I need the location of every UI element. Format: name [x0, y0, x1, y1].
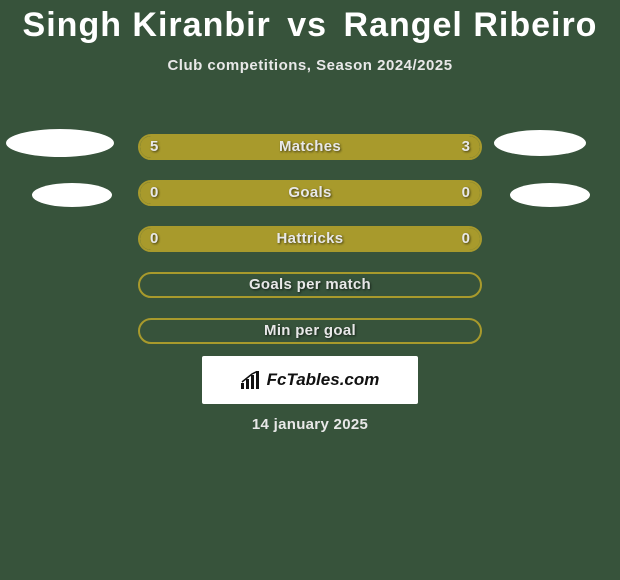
bar-chart-icon [241, 371, 263, 389]
stat-bar-fill-left [140, 136, 355, 158]
stat-bar-fill-right [351, 136, 480, 158]
subtitle: Club competitions, Season 2024/2025 [0, 57, 620, 74]
stat-rows: Matches53Goals00Hattricks00Goals per mat… [0, 124, 620, 354]
stat-value-right: 0 [462, 226, 470, 252]
logo-inner: FcTables.com [241, 370, 380, 390]
stat-row: Min per goal [0, 308, 620, 354]
stat-value-left: 0 [150, 226, 158, 252]
stat-bar-fill-left [140, 228, 482, 250]
stat-bar-track [138, 134, 482, 160]
decoration-ellipse [6, 129, 114, 157]
vs-label: vs [287, 6, 327, 44]
stat-row: Goals per match [0, 262, 620, 308]
stat-bar-track [138, 272, 482, 298]
player1-name: Singh Kiranbir [23, 6, 271, 44]
player2-name: Rangel Ribeiro [344, 6, 598, 44]
stat-bar-track [138, 318, 482, 344]
decoration-ellipse [32, 183, 112, 207]
decoration-ellipse [510, 183, 590, 207]
logo-text: FcTables.com [267, 370, 380, 390]
comparison-infographic: Singh Kiranbir vs Rangel Ribeiro Club co… [0, 6, 620, 580]
stat-bar-track [138, 226, 482, 252]
source-logo: FcTables.com [202, 356, 418, 404]
stat-value-left: 5 [150, 134, 158, 160]
page-title: Singh Kiranbir vs Rangel Ribeiro [0, 6, 620, 45]
stat-value-right: 3 [462, 134, 470, 160]
date-label: 14 january 2025 [0, 416, 620, 433]
stat-value-right: 0 [462, 180, 470, 206]
stat-row: Hattricks00 [0, 216, 620, 262]
stat-value-left: 0 [150, 180, 158, 206]
stat-bar-track [138, 180, 482, 206]
stat-bar-fill-left [140, 182, 482, 204]
decoration-ellipse [494, 130, 586, 156]
